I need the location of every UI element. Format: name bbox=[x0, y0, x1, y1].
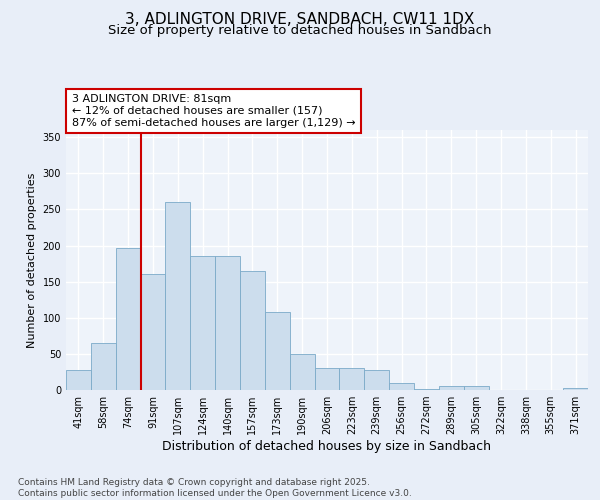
Bar bbox=[563, 388, 588, 390]
Text: 3 ADLINGTON DRIVE: 81sqm
← 12% of detached houses are smaller (157)
87% of semi-: 3 ADLINGTON DRIVE: 81sqm ← 12% of detach… bbox=[72, 94, 356, 128]
Bar bbox=[91, 343, 116, 390]
Bar bbox=[190, 256, 215, 390]
Y-axis label: Number of detached properties: Number of detached properties bbox=[27, 172, 37, 348]
Bar bbox=[240, 271, 265, 390]
Bar bbox=[389, 383, 414, 390]
Bar bbox=[116, 248, 140, 390]
Text: Contains HM Land Registry data © Crown copyright and database right 2025.
Contai: Contains HM Land Registry data © Crown c… bbox=[18, 478, 412, 498]
Bar bbox=[364, 370, 389, 390]
Text: Size of property relative to detached houses in Sandbach: Size of property relative to detached ho… bbox=[108, 24, 492, 37]
Bar bbox=[166, 202, 190, 390]
Bar bbox=[464, 386, 488, 390]
Bar bbox=[314, 368, 340, 390]
Bar bbox=[414, 388, 439, 390]
Bar bbox=[439, 386, 464, 390]
Bar bbox=[140, 274, 166, 390]
Bar bbox=[265, 312, 290, 390]
X-axis label: Distribution of detached houses by size in Sandbach: Distribution of detached houses by size … bbox=[163, 440, 491, 453]
Bar bbox=[340, 368, 364, 390]
Bar bbox=[290, 354, 314, 390]
Bar bbox=[215, 256, 240, 390]
Bar bbox=[66, 370, 91, 390]
Text: 3, ADLINGTON DRIVE, SANDBACH, CW11 1DX: 3, ADLINGTON DRIVE, SANDBACH, CW11 1DX bbox=[125, 12, 475, 28]
